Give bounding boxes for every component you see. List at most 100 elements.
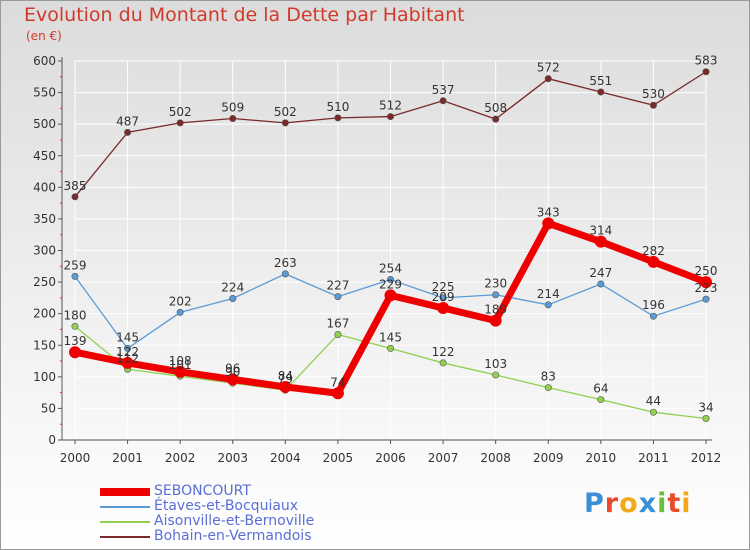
legend-swatch-seboncourt	[100, 487, 150, 496]
x-tick-label: 2008	[480, 451, 511, 465]
data-label: 145	[379, 330, 402, 344]
data-point	[281, 270, 289, 278]
data-label: 112	[116, 351, 139, 365]
data-point	[597, 396, 605, 404]
data-point	[492, 115, 500, 123]
data-point	[649, 101, 657, 109]
x-tick-label: 2006	[375, 451, 406, 465]
y-tick-label: 150	[33, 338, 56, 352]
data-label: 74	[330, 375, 345, 389]
data-label: 34	[698, 401, 713, 415]
legend-item-aisonville: Aisonville-et-Bernoville	[100, 514, 314, 529]
data-label: 214	[537, 287, 560, 301]
logo-letter: r	[604, 488, 620, 519]
y-tick-label: 100	[33, 370, 56, 384]
data-label: 224	[221, 281, 244, 295]
data-point	[174, 365, 187, 378]
x-tick-label: 2005	[323, 451, 354, 465]
legend-label: Bohain-en-Vermandois	[154, 528, 312, 544]
y-tick-label: 500	[33, 117, 56, 131]
legend-label: SEBONCOURT	[154, 483, 251, 499]
data-label: 101	[169, 358, 192, 372]
logo-letter: i	[681, 488, 692, 519]
data-point	[700, 276, 712, 289]
data-point	[69, 346, 81, 359]
data-label: 167	[326, 317, 349, 331]
legend-label: Aisonville-et-Bernoville	[154, 513, 315, 529]
data-point	[121, 356, 134, 369]
data-point	[331, 387, 344, 400]
data-point	[334, 114, 342, 122]
data-point	[649, 408, 657, 416]
data-point	[71, 272, 79, 280]
data-point	[386, 113, 394, 121]
data-label: 530	[642, 87, 665, 101]
data-point	[279, 380, 292, 393]
data-label: 79	[278, 372, 293, 386]
data-label: 502	[274, 105, 297, 119]
data-point	[544, 75, 552, 83]
data-label: 343	[537, 205, 560, 219]
data-label: 583	[695, 54, 718, 68]
data-label: 90	[225, 365, 240, 379]
data-label: 537	[432, 83, 455, 97]
data-label: 209	[432, 290, 455, 304]
data-label: 83	[541, 370, 556, 384]
data-point	[492, 291, 500, 299]
data-label: 180	[64, 308, 87, 322]
data-point	[542, 217, 555, 230]
data-label: 229	[379, 277, 402, 291]
data-label: 223	[695, 281, 718, 295]
data-point	[71, 193, 79, 201]
data-label: 263	[274, 256, 297, 270]
data-point	[334, 293, 342, 301]
data-point	[229, 114, 237, 122]
data-point	[176, 308, 184, 316]
y-tick-label: 0	[48, 433, 56, 447]
data-label: 502	[169, 105, 192, 119]
data-label: 227	[326, 279, 349, 293]
data-label: 108	[169, 354, 192, 368]
data-label: 139	[64, 334, 87, 348]
data-label: 145	[116, 330, 139, 344]
legend-swatch-etaves	[100, 505, 150, 508]
data-label: 487	[116, 114, 139, 128]
logo-letter: P	[584, 488, 605, 519]
y-tick-label: 200	[33, 307, 56, 321]
data-label: 96	[225, 361, 240, 375]
legend-item-seboncourt: SEBONCOURT	[100, 484, 314, 499]
data-point	[439, 294, 447, 302]
data-label: 225	[432, 280, 455, 294]
legend: SEBONCOURT Étaves-et-Bocquiaux Aisonvill…	[100, 484, 314, 544]
y-tick-label: 250	[33, 275, 56, 289]
y-tick-label: 300	[33, 244, 56, 258]
data-point	[594, 235, 607, 248]
chart-title: Evolution du Montant de la Dette par Hab…	[24, 4, 465, 26]
legend-item-bohain: Bohain-en-Vermandois	[100, 529, 314, 544]
proxiti-logo: Proxiti	[584, 488, 692, 519]
data-point	[702, 295, 710, 303]
logo-letter: t	[667, 488, 682, 519]
data-point	[597, 280, 605, 288]
legend-item-etaves: Étaves-et-Bocquiaux	[100, 499, 314, 514]
data-label: 254	[379, 262, 402, 276]
data-label: 122	[432, 345, 455, 359]
data-point	[384, 289, 397, 302]
data-label: 103	[484, 357, 507, 371]
data-label: 509	[221, 100, 244, 114]
data-label: 230	[484, 277, 507, 291]
data-point	[647, 255, 660, 268]
x-tick-label: 2009	[533, 451, 564, 465]
data-point	[386, 344, 394, 352]
legend-swatch-aisonville	[100, 520, 150, 523]
data-point	[544, 384, 552, 392]
logo-letter: i	[657, 488, 668, 519]
logo-letter: x	[638, 488, 658, 519]
x-tick-label: 2001	[112, 451, 143, 465]
x-tick-label: 2011	[638, 451, 669, 465]
y-tick-label: 450	[33, 149, 56, 163]
y-tick-label: 600	[33, 54, 56, 68]
y-tick-label: 50	[41, 401, 56, 415]
legend-swatch-bohain	[100, 535, 150, 538]
data-label: 259	[64, 258, 87, 272]
